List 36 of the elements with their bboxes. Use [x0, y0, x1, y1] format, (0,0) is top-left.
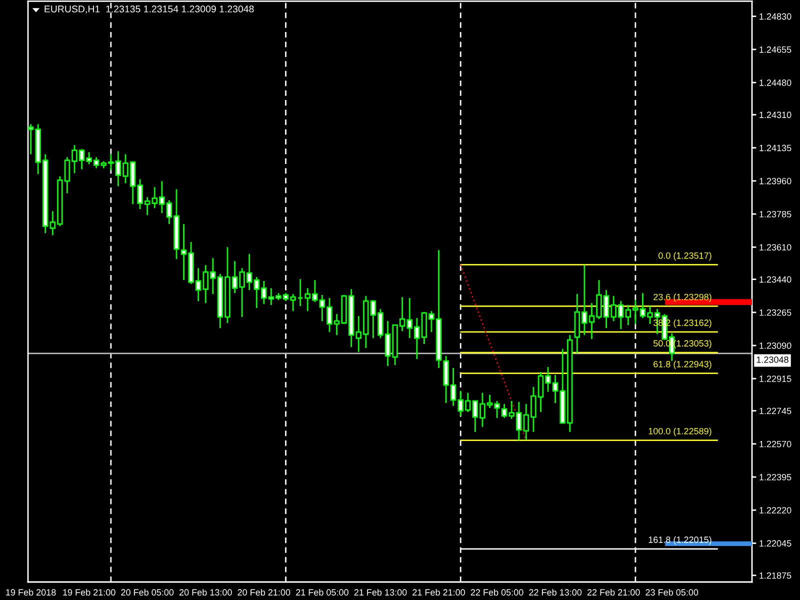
x-tick-label: 19 Feb 21:00: [63, 588, 116, 596]
y-tick-label: 1.23090: [760, 342, 792, 349]
x-tick-label: 20 Feb 05:00: [121, 588, 174, 596]
y-tick-label: 1.23610: [760, 244, 792, 250]
x-tick-label: 22 Feb 05:00: [470, 588, 524, 596]
y-tick-label: 1.24830: [760, 13, 792, 20]
y-tick-label: 1.22045: [760, 540, 792, 547]
x-tick-label: 19 Feb 2018: [6, 588, 56, 596]
series-label: 100.0 (1.22589): [648, 428, 712, 436]
x-tick-label: 21 Feb 05:00: [296, 588, 348, 596]
y-tick-label: 1.22745: [760, 408, 792, 414]
candlestick: [297, 278, 304, 307]
y-tick-label: 1.22570: [760, 440, 792, 448]
y-tick-label: 1.22395: [760, 474, 792, 480]
y-tick-label: 1.23785: [760, 211, 792, 218]
y-tick-label: 1.22220: [760, 507, 792, 514]
series-label: 61.8 (1.22943): [654, 360, 712, 370]
x-tick-label: 20 Feb 13:00: [179, 588, 232, 596]
series-label: 0.0 (1.23517): [658, 252, 712, 261]
x-tick-label: 23 Feb 05:00: [646, 588, 698, 596]
x-tick-label: 21 Feb 21:00: [412, 588, 465, 596]
y-tick-label: 1.24310: [760, 112, 792, 118]
x-tick-label: 22 Feb 21:00: [587, 588, 640, 596]
y-tick-label: 1.24655: [760, 46, 792, 53]
y-tick-label: 1.23440: [760, 276, 792, 283]
x-tick-label: 21 Feb 13:00: [354, 588, 407, 596]
y-tick-label: 1.21875: [760, 572, 792, 579]
y-tick-label: 1.23960: [760, 178, 792, 184]
ref-line-label: 1.23048: [756, 356, 788, 363]
chart-title: EURUSD,H1 1.23135 1.23154 1.23009 1.23048: [44, 6, 254, 14]
y-tick-label: 1.24135: [760, 144, 792, 152]
y-tick-label: 1.22915: [760, 376, 792, 382]
x-tick-label: 20 Feb 21:00: [238, 588, 290, 596]
y-tick-label: 1.23265: [760, 309, 792, 316]
x-tick-label: 22 Feb 13:00: [529, 588, 582, 596]
y-tick-label: 1.24480: [760, 80, 792, 86]
